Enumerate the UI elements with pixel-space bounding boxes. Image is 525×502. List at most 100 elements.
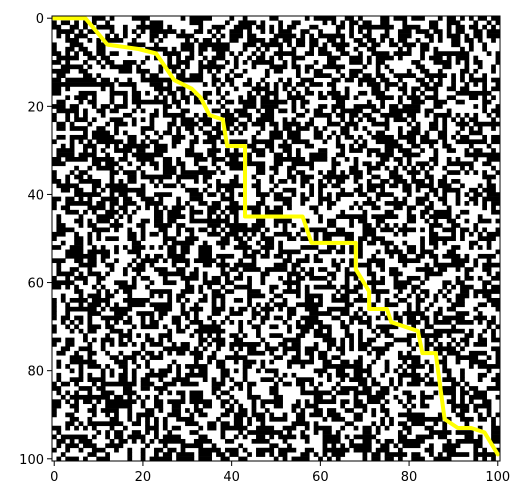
obstacle-cell (56, 227, 75, 233)
obstacle-cell (446, 218, 456, 224)
obstacle-cell (344, 275, 350, 281)
obstacle-cell (211, 297, 217, 303)
obstacle-cell (211, 302, 217, 308)
obstacle-cell (65, 38, 79, 43)
obstacle-cell (282, 86, 288, 92)
obstacle-cell (455, 297, 465, 303)
obstacle-cell (477, 372, 487, 378)
obstacle-cell (56, 271, 75, 277)
obstacle-cell (269, 16, 279, 21)
obstacle-cell (74, 174, 84, 180)
obstacle-cell (56, 134, 66, 140)
obstacle-cell (162, 443, 168, 449)
obstacle-cell (482, 196, 501, 202)
obstacle-cell (380, 156, 390, 162)
obstacle-cell (300, 315, 319, 321)
obstacle-cell (176, 77, 204, 83)
obstacle-cell (331, 394, 337, 400)
obstacle-cell (247, 161, 266, 167)
obstacle-cell (122, 245, 128, 250)
obstacle-cell (140, 174, 173, 180)
obstacle-cell (52, 403, 62, 409)
obstacle-cell (397, 430, 403, 435)
obstacle-cell (366, 179, 372, 184)
obstacle-cell (154, 223, 173, 228)
obstacle-cell (451, 179, 461, 184)
obstacle-cell (260, 20, 266, 26)
obstacle-cell (340, 130, 350, 136)
obstacle-cell (420, 403, 430, 409)
obstacle-cell (344, 134, 354, 140)
obstacle-cell (304, 346, 319, 352)
obstacle-cell (60, 394, 66, 400)
obstacle-cell (233, 108, 248, 114)
obstacle-cell (65, 156, 88, 162)
obstacle-cell (473, 112, 479, 118)
obstacle-cell (167, 328, 173, 334)
obstacle-cell (91, 337, 97, 343)
obstacle-cell (420, 139, 439, 145)
obstacle-cell (313, 258, 323, 264)
obstacle-cell (83, 51, 93, 56)
obstacle-cell (358, 355, 363, 360)
obstacle-cell (127, 447, 133, 453)
obstacle-cell (415, 121, 421, 127)
obstacle-cell (335, 267, 341, 272)
obstacle-cell (65, 302, 71, 308)
obstacle-cell (477, 218, 492, 224)
obstacle-cell (344, 16, 354, 21)
obstacle-cell (247, 156, 252, 162)
obstacle-cell (304, 108, 310, 114)
obstacle-cell (251, 399, 257, 405)
obstacle-cell (406, 130, 421, 136)
obstacle-cell (149, 280, 155, 286)
obstacle-cell (411, 377, 425, 382)
obstacle-cell (322, 447, 350, 453)
obstacle-cell (220, 271, 230, 277)
obstacle-cell (300, 452, 310, 457)
obstacle-cell (442, 425, 448, 431)
obstacle-cell (424, 112, 430, 118)
obstacle-cell (96, 214, 115, 219)
obstacle-cell (264, 205, 270, 211)
obstacle-cell (344, 333, 354, 338)
obstacle-cell (282, 280, 301, 286)
obstacle-cell (207, 223, 221, 228)
obstacle-cell (433, 161, 439, 167)
obstacle-cell (69, 24, 79, 30)
obstacle-cell (149, 231, 159, 237)
obstacle-cell (122, 143, 150, 149)
obstacle-cell (224, 223, 248, 228)
obstacle-cell (300, 236, 310, 242)
obstacle-cell (198, 412, 208, 418)
obstacle-cell (380, 443, 390, 449)
obstacle-cell (78, 328, 84, 334)
obstacle-cell (420, 165, 425, 171)
obstacle-cell (371, 302, 377, 308)
obstacle-cell (264, 408, 270, 413)
y-tick-label: 0 (36, 12, 44, 27)
obstacle-cell (114, 121, 128, 127)
obstacle-cell (52, 311, 57, 316)
obstacle-cell (340, 38, 346, 43)
obstacle-cell (140, 399, 146, 405)
obstacle-cell (446, 399, 456, 405)
obstacle-cell (256, 165, 266, 171)
obstacle-cell (171, 403, 181, 409)
obstacle-cell (193, 403, 199, 409)
obstacle-cell (118, 68, 133, 74)
obstacle-cell (455, 214, 461, 219)
obstacle-cell (264, 46, 270, 52)
obstacle-cell (358, 77, 377, 83)
obstacle-cell (65, 46, 75, 52)
obstacle-cell (149, 112, 159, 118)
obstacle-cell (242, 46, 248, 52)
obstacle-cell (269, 333, 283, 338)
obstacle-cell (91, 297, 110, 303)
obstacle-cell (167, 82, 173, 87)
obstacle-cell (371, 421, 377, 427)
obstacle-cell (406, 156, 412, 162)
obstacle-cell (78, 364, 84, 369)
obstacle-cell (176, 267, 186, 272)
obstacle-cell (136, 156, 155, 162)
